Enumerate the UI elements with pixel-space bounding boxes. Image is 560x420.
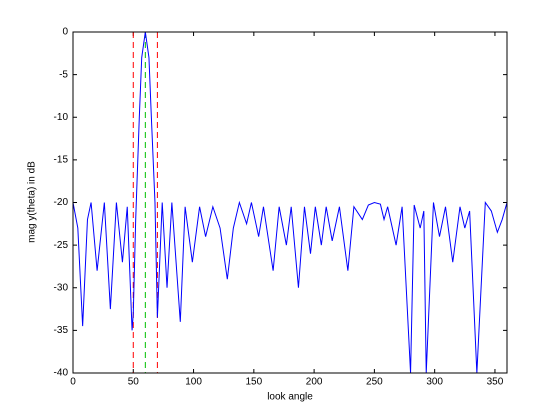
x-tick-label: 100: [185, 377, 202, 388]
plot-area: [73, 32, 507, 373]
y-tick-label: -10: [54, 112, 69, 123]
y-tick-label: 0: [62, 27, 68, 38]
y-tick-label: -5: [59, 69, 68, 80]
y-tick-label: -25: [54, 240, 69, 251]
x-tick-label: 200: [306, 377, 323, 388]
x-tick-label: 350: [487, 377, 504, 388]
x-tick-label: 300: [426, 377, 443, 388]
y-tick-label: -40: [54, 368, 69, 379]
y-tick-label: -35: [54, 325, 69, 336]
y-tick-label: -15: [54, 155, 69, 166]
data-line: [73, 32, 507, 373]
x-tick-label: 0: [70, 377, 76, 388]
y-tick-label: -20: [54, 197, 69, 208]
plot-frame: [72, 31, 508, 374]
y-tick-label: -30: [54, 282, 69, 293]
x-tick-label: 150: [245, 377, 262, 388]
y-axis-label: mag y(theta) in dB: [27, 161, 38, 243]
x-tick-label: 50: [128, 377, 140, 388]
x-tick-label: 250: [366, 377, 383, 388]
x-axis-label: look angle: [267, 392, 313, 403]
